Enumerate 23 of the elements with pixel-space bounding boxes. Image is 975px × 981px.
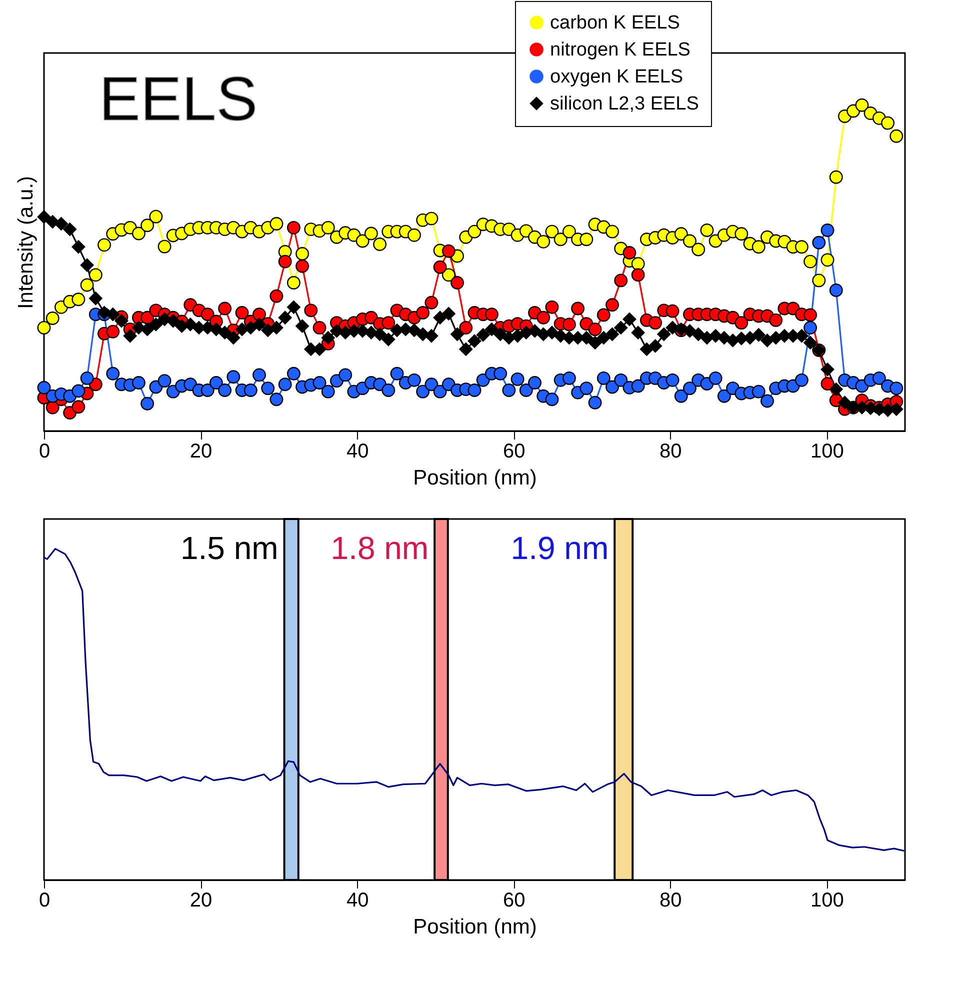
x-tick-label: 80 (660, 890, 682, 912)
x-axis-title: Position (nm) (413, 466, 537, 490)
x-tick-label: 0 (38, 890, 50, 912)
x-tick-label: 0 (38, 440, 50, 462)
legend-label: silicon L2,3 EELS (550, 94, 699, 114)
x-tick-label: 60 (503, 890, 526, 912)
x-tick-label: 40 (346, 890, 369, 912)
band-label: 1.5 nm (180, 530, 278, 566)
x-tick-label: 100 (810, 890, 844, 912)
x-tick-label: 20 (190, 890, 212, 912)
legend-label: carbon K EELS (550, 12, 680, 34)
y-axis-title: Intensity (a.u.) (14, 176, 38, 310)
band-label: 1.9 nm (510, 530, 609, 566)
annotation: EELS (99, 65, 258, 134)
band-label: 1.8 nm (330, 530, 429, 566)
x-axis-title: Position (nm) (413, 916, 537, 938)
x-tick-label: 20 (190, 440, 212, 462)
x-tick-label: 40 (346, 440, 369, 462)
x-tick-label: 80 (660, 440, 682, 462)
x-tick-label: 100 (810, 440, 844, 462)
legend-label: nitrogen K EELS (550, 40, 690, 60)
x-tick-label: 60 (503, 440, 526, 462)
legend-label: oxygen K EELS (550, 66, 684, 88)
